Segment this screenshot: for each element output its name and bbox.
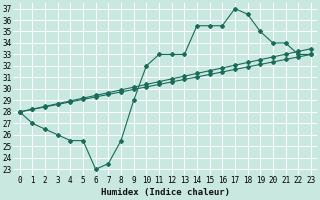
X-axis label: Humidex (Indice chaleur): Humidex (Indice chaleur) xyxy=(101,188,230,197)
